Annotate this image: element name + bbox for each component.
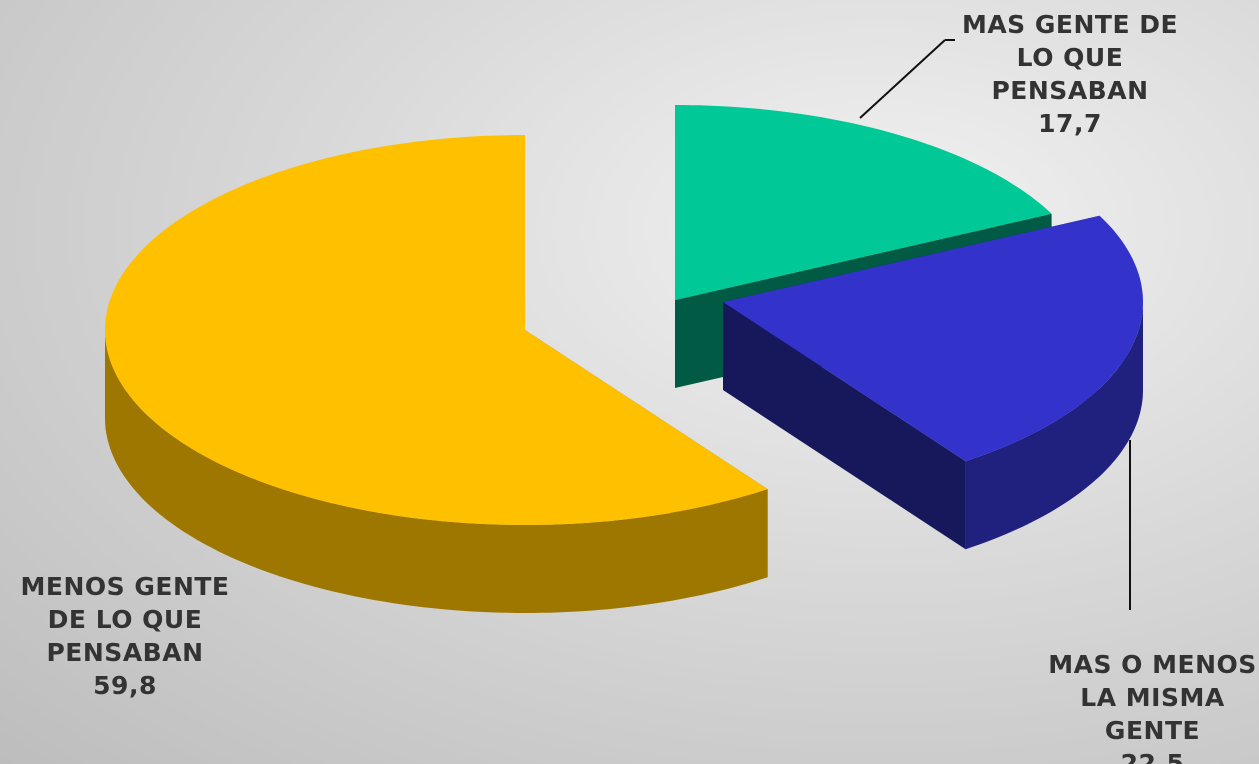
- slice-label: MENOS GENTE DE LO QUE PENSABAN 59,8: [10, 570, 240, 702]
- category-label: MAS O MENOS LA MISMA GENTE: [1048, 650, 1257, 745]
- value-label: 17,7: [1038, 109, 1102, 138]
- value-label: 59,8: [93, 671, 157, 700]
- slice-wall: [965, 302, 1143, 550]
- slice-label: MAS O MENOS LA MISMA GENTE 22,5: [1040, 648, 1259, 764]
- category-label: MAS GENTE DE LO QUE PENSABAN: [961, 10, 1179, 105]
- slice-side: [723, 302, 966, 550]
- slice: [105, 135, 768, 525]
- value-label: 22,5: [1120, 749, 1185, 764]
- slice-label: MAS GENTE DE LO QUE PENSABAN 17,7: [955, 8, 1185, 140]
- slice-wall: [105, 330, 768, 613]
- leader-line: [859, 39, 946, 119]
- slice: [675, 105, 1052, 300]
- slice: [723, 215, 1143, 462]
- pie: [105, 105, 1143, 613]
- category-label: MENOS GENTE DE LO QUE PENSABAN: [20, 572, 230, 667]
